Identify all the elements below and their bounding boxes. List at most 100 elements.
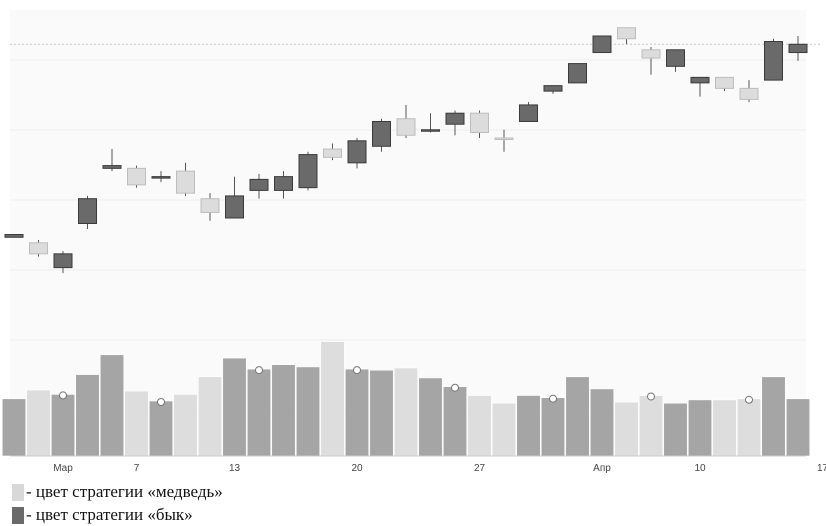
candle-body-12	[298, 154, 318, 189]
candle-body-4	[102, 165, 122, 169]
candle-body-26	[641, 49, 661, 59]
candle-body-7	[176, 170, 195, 194]
volume-bar-17	[418, 377, 443, 457]
candle-body-30	[739, 87, 759, 100]
x-tick-label-5: Апр	[593, 463, 611, 474]
legend-bear: - цвет стратегии «медведь»	[12, 482, 223, 502]
volume-bar-23	[565, 376, 590, 457]
volume-bar-14	[344, 368, 370, 457]
candle-body-0	[4, 234, 24, 238]
candle-19	[470, 110, 489, 139]
candle-body-31	[764, 41, 783, 81]
x-tick-label-7: 17	[817, 463, 826, 474]
volume-bar-22	[540, 397, 566, 457]
candle-body-32	[788, 43, 808, 54]
candle-body-3	[78, 198, 97, 224]
volume-bar-30	[736, 398, 762, 457]
volume-bars	[1, 341, 811, 457]
volume-bar-18	[442, 386, 468, 457]
candle-20	[494, 129, 514, 152]
candle-12	[298, 151, 318, 191]
candle-4	[102, 149, 122, 172]
volume-bar-4	[99, 354, 125, 457]
candle-body-1	[29, 242, 48, 255]
candle-2	[53, 251, 73, 274]
volume-bar-9	[222, 357, 247, 457]
x-tick-label-4: 27	[474, 463, 486, 474]
volume-bar-5	[124, 390, 149, 457]
candle-25	[617, 27, 636, 45]
legend-bull-swatch	[12, 506, 24, 524]
volume-bar-7	[173, 394, 198, 457]
volume-marker-14	[353, 366, 361, 375]
volume-bar-28	[687, 399, 713, 457]
volume-marker-30	[745, 395, 753, 404]
candle-body-8	[200, 198, 220, 213]
volume-bar-27	[663, 402, 688, 457]
candle-body-11	[274, 176, 293, 191]
candle-body-23	[568, 63, 587, 84]
candle-body-19	[470, 112, 489, 134]
volume-bar-24	[589, 388, 615, 457]
candle-body-29	[715, 76, 734, 89]
candle-body-6	[151, 176, 171, 179]
candle-32	[788, 36, 808, 61]
candle-body-13	[323, 148, 342, 158]
candle-body-24	[592, 35, 612, 54]
candle-11	[274, 171, 293, 199]
candle-3	[78, 195, 97, 230]
candle-18	[445, 110, 465, 136]
x-tick-label-6: 10	[694, 463, 706, 474]
candle-15	[372, 118, 391, 152]
candle-body-9	[225, 195, 244, 219]
legend-bear-label: - цвет стратегии «медведь»	[26, 482, 223, 501]
candle-0	[4, 234, 24, 238]
candle-body-16	[396, 118, 416, 136]
candle-10	[249, 173, 269, 199]
volume-marker-2	[59, 391, 67, 400]
volume-bar-12	[295, 366, 321, 457]
volume-bar-21	[516, 395, 541, 457]
volume-bar-15	[369, 369, 394, 457]
candle-26	[641, 47, 661, 75]
candle-body-15	[372, 120, 391, 147]
candle-body-2	[53, 253, 73, 269]
candle-21	[519, 102, 538, 122]
volume-marker-6	[157, 398, 165, 406]
volume-bar-32	[785, 398, 811, 457]
volume-bar-31	[761, 376, 786, 457]
candles	[4, 27, 808, 274]
candle-5	[127, 165, 146, 188]
x-tick-label-0: Мар	[53, 463, 73, 474]
volume-bar-11	[271, 364, 296, 457]
legend-bull-label: - цвет стратегии «бык»	[26, 505, 193, 524]
candle-body-5	[127, 167, 146, 186]
volume-bar-2	[50, 394, 76, 457]
candle-body-17	[421, 129, 440, 132]
candle-9	[225, 176, 244, 219]
volume-marker-26	[647, 392, 655, 401]
candle-6	[151, 171, 171, 183]
volume-bar-29	[712, 399, 737, 457]
candle-body-21	[519, 104, 538, 122]
candle-16	[396, 104, 416, 139]
candle-body-10	[249, 178, 269, 191]
x-tick-label-3: 20	[351, 463, 363, 474]
candle-body-18	[445, 112, 465, 125]
candle-1	[29, 240, 48, 257]
candle-body-14	[347, 140, 367, 164]
volume-bar-19	[467, 395, 492, 457]
candle-28	[690, 76, 710, 97]
volume-bar-1	[26, 389, 51, 457]
candle-24	[592, 35, 612, 54]
volume-marker-22	[549, 394, 557, 403]
volume-bar-3	[75, 374, 100, 457]
volume-bar-0	[1, 398, 27, 457]
volume-bar-25	[614, 401, 639, 457]
candle-8	[200, 193, 220, 221]
volume-marker-18	[451, 383, 459, 392]
candle-14	[347, 138, 367, 169]
candle-body-20	[494, 137, 514, 141]
volume-bar-26	[638, 395, 664, 457]
candle-23	[568, 63, 587, 84]
